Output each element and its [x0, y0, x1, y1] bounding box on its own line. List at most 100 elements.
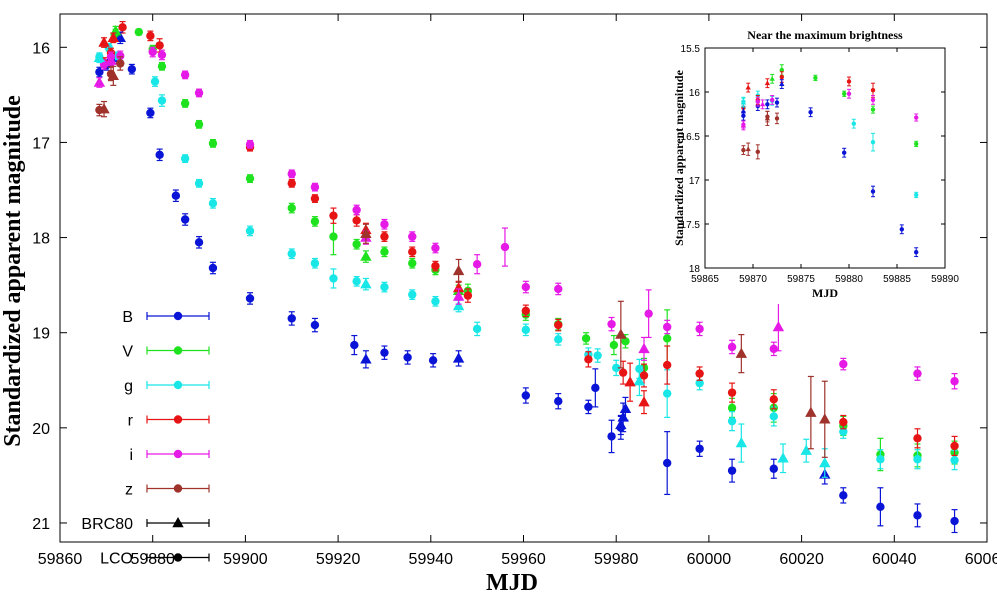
legend-label: i [129, 447, 133, 464]
inset-point-circle [846, 91, 852, 96]
data-point-circle [727, 466, 737, 475]
data-point-circle [287, 314, 296, 323]
data-point-circle [403, 353, 412, 362]
data-point-circle [431, 243, 440, 253]
data-point-circle [695, 378, 704, 388]
data-point-circle [662, 458, 672, 468]
data-point-triangle [619, 402, 632, 414]
legend-label: BRC80 [81, 516, 133, 533]
data-point-circle [208, 199, 218, 208]
inset-point-circle [755, 149, 760, 155]
data-point-circle [913, 511, 922, 520]
data-point-triangle [93, 51, 106, 62]
inset-point-triangle [740, 122, 747, 128]
series-LCO-g [95, 42, 959, 471]
data-point-circle [157, 96, 167, 105]
data-point-circle [208, 139, 218, 148]
data-point-circle [607, 432, 616, 441]
legend-label: g [124, 378, 133, 395]
data-point-circle [146, 108, 155, 118]
data-point-circle [839, 359, 848, 369]
data-point-circle [116, 59, 125, 68]
data-point-triangle [98, 103, 110, 114]
data-point-triangle [360, 278, 372, 289]
inset-point-circle [842, 150, 847, 155]
legend-label: V [122, 344, 133, 361]
data-point-circle [180, 99, 190, 108]
inset-point-circle [870, 97, 876, 103]
inset-series-i-triangle [740, 99, 766, 131]
data-point-circle [584, 402, 593, 412]
data-point-triangle [452, 290, 465, 301]
data-point-triangle [777, 452, 789, 463]
data-point-circle [581, 334, 591, 343]
data-point-circle [839, 427, 848, 436]
data-point-circle [380, 348, 389, 357]
data-point-triangle [452, 264, 465, 276]
data-point-circle [431, 261, 440, 271]
data-point-circle [245, 226, 255, 236]
inset-point-circle [774, 100, 780, 105]
data-point-triangle [93, 76, 106, 87]
data-point-circle [500, 242, 510, 252]
data-point-circle [408, 259, 417, 268]
data-point-circle [352, 216, 361, 225]
y-tick-label: 20 [32, 421, 50, 438]
inset-series-V-circle [779, 64, 919, 148]
data-point-triangle [452, 281, 465, 293]
data-point-circle [180, 70, 190, 80]
data-point-triangle [107, 69, 120, 81]
data-point-circle [329, 232, 338, 241]
series-BRC80-r [98, 31, 650, 415]
legend-marker-circle [173, 484, 183, 493]
data-point-circle [727, 342, 737, 352]
data-point-triangle [452, 300, 465, 311]
inset-point-circle [870, 189, 876, 194]
inset-plot: Near the maximum brightness 59865 59870 598… [672, 21, 983, 304]
inset-y-tick-label: 16 [689, 88, 701, 99]
inset-point-triangle [764, 115, 771, 121]
data-point-circle [644, 309, 653, 318]
data-point-triangle [360, 250, 372, 261]
inset-point-circle [770, 97, 775, 103]
data-point-circle [194, 179, 204, 188]
data-point-circle [621, 337, 630, 346]
data-point-circle [727, 416, 737, 426]
inset-x-tick-label: 59890 [931, 274, 959, 285]
data-point-circle [472, 324, 482, 334]
data-point-circle [612, 363, 621, 373]
data-point-circle [194, 120, 204, 129]
data-point-circle [695, 369, 704, 378]
x-tick-label: 59940 [409, 551, 454, 568]
data-point-circle [287, 169, 296, 179]
inset-point-circle [842, 91, 847, 96]
legend-marker-circle [173, 415, 183, 424]
inset-point-triangle [764, 80, 771, 86]
data-point-triangle [615, 328, 627, 339]
data-point-circle [950, 516, 959, 526]
data-point-triangle [735, 347, 748, 358]
data-point-circle [521, 325, 531, 335]
inset-point-circle [813, 75, 818, 81]
inset-x-tick-label: 59875 [787, 274, 815, 285]
data-point-triangle [360, 227, 372, 238]
data-point-circle [463, 291, 473, 300]
inset-y-tick-label: 16.5 [681, 132, 701, 143]
data-point-circle [148, 47, 157, 57]
inset-x-tick-label: 59865 [691, 274, 719, 285]
main-data-points [93, 21, 959, 534]
inset-point-circle [741, 147, 746, 153]
data-point-triangle [107, 31, 120, 42]
data-point-circle [380, 282, 389, 292]
inset-point-triangle [779, 81, 785, 87]
legend-label: r [128, 413, 134, 430]
data-point-circle [408, 247, 417, 257]
data-point-circle [155, 150, 164, 159]
inset-point-circle [779, 74, 784, 80]
data-point-circle [695, 324, 704, 334]
data-point-triangle [638, 396, 650, 407]
data-point-circle [913, 434, 922, 443]
y-tick-label: 19 [32, 326, 50, 343]
data-point-triangle [360, 353, 372, 364]
data-point-triangle [105, 54, 117, 65]
